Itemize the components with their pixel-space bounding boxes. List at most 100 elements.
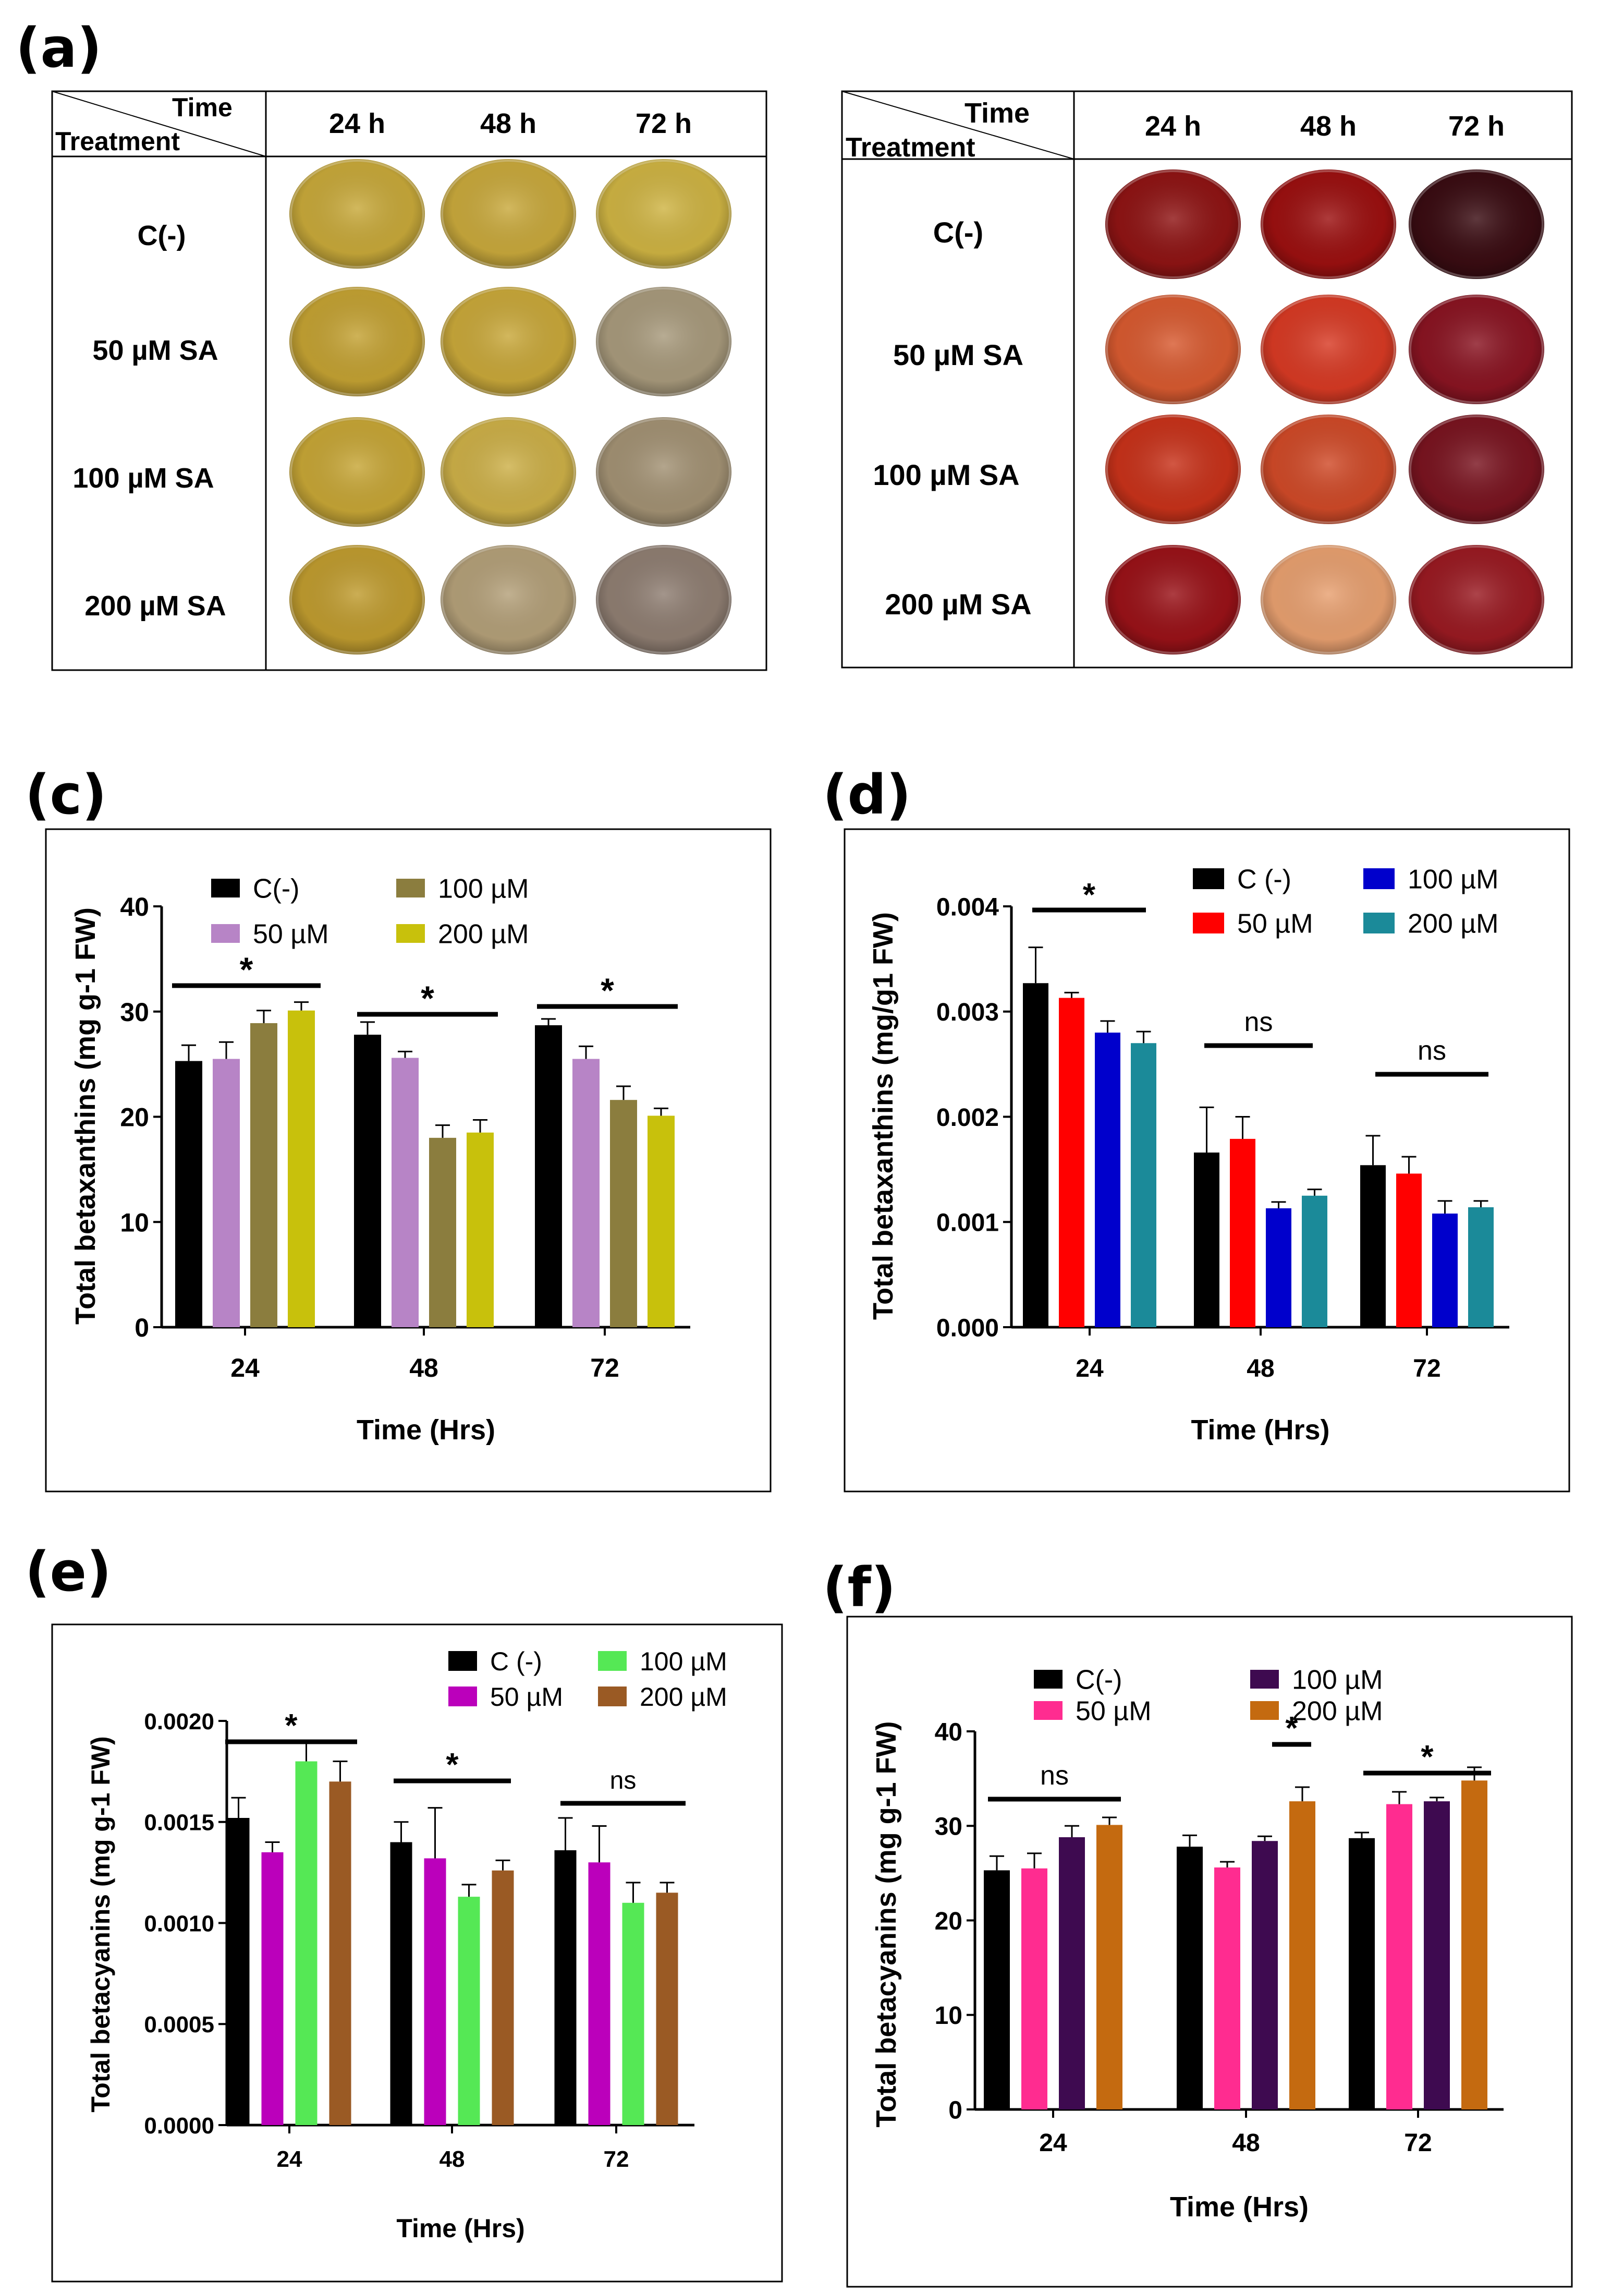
significance-label: * (240, 950, 253, 989)
chart-panel-e: 0.0000 0.0005 0.0010 0.0015 0.0020 24 * 48 * 72 ns… (51, 1623, 783, 2283)
y-tick-label: 20 (935, 1908, 962, 1935)
bar-100-m-72 (622, 1902, 644, 2125)
petri-dish-rim (1106, 170, 1240, 278)
petri-dish-rim (441, 418, 576, 526)
chart-frame (51, 1623, 783, 2283)
petri-dish-rim (1409, 295, 1544, 404)
legend-swatch (448, 1687, 477, 1706)
petri-dish-shading (1261, 415, 1396, 524)
table-header-time: Time (172, 93, 233, 122)
bar-c-72 (1360, 1165, 1386, 1327)
significance-label: ns (610, 1767, 637, 1794)
y-tick-label: 20 (120, 1103, 149, 1132)
bar-100-m-72 (1424, 1801, 1450, 2109)
x-tick-label: 48 (439, 2146, 465, 2172)
x-tick-label: 48 (1247, 1355, 1274, 1382)
legend-swatch (598, 1687, 627, 1706)
petri-dish-shading (441, 287, 576, 396)
legend-label: 50 µM (1076, 1696, 1152, 1727)
y-tick-label: 0 (948, 2096, 962, 2124)
petri-dish-rim (1261, 545, 1396, 654)
legend-swatch (1034, 1670, 1063, 1689)
petri-dish-rim (1106, 545, 1240, 654)
x-tick-label: 48 (1232, 2129, 1260, 2157)
y-tick-label: 0.0010 (144, 1911, 214, 1936)
legend-swatch (1193, 868, 1224, 889)
bar-200-m-48 (1289, 1801, 1315, 2109)
y-tick-label: 0.002 (936, 1104, 999, 1132)
bar-c-24 (175, 1061, 202, 1327)
table-header-treatment: Treatment (55, 127, 180, 156)
bar-c-24 (1023, 983, 1048, 1327)
panel-label-f: (f) (823, 1556, 896, 1619)
petri-dish-shading (289, 159, 425, 269)
legend-swatch (211, 924, 240, 943)
significance-label: * (421, 979, 434, 1017)
bar-50-m-48 (424, 1858, 446, 2125)
petri-dish-rim (596, 545, 731, 654)
y-axis-label: Total betacyanins (mg g-1 FW) (871, 1721, 902, 2127)
x-tick-label: 72 (1413, 1355, 1440, 1382)
table-col-48h: 48 h (1300, 111, 1357, 142)
x-tick-label: 24 (277, 2146, 302, 2172)
petri-dish-rim (1409, 415, 1544, 524)
bar-c-24 (984, 1870, 1010, 2109)
y-tick-label: 0.0015 (144, 1810, 214, 1836)
legend-label: 200 µM (1408, 909, 1498, 939)
petri-dish-rim (596, 160, 731, 268)
x-tick-label: 24 (1076, 1355, 1104, 1382)
significance-label: * (1285, 1710, 1298, 1746)
petri-dish-rim (441, 287, 576, 396)
petri-dish-shading (1105, 545, 1241, 654)
panel-label-d: (d) (823, 763, 911, 827)
petri-dish-shading (441, 417, 576, 527)
dish-grid-left (289, 159, 731, 654)
petri-dish-shading (596, 417, 731, 527)
y-tick-label: 0.003 (936, 999, 999, 1026)
y-tick-label: 40 (935, 1718, 962, 1746)
bar-100-m-24 (295, 1761, 318, 2125)
bar-100-m-48 (458, 1897, 480, 2125)
petri-dish-rim (290, 287, 424, 396)
bar-c-48 (1194, 1152, 1219, 1327)
legend-swatch (211, 879, 240, 897)
petri-dish-shading (1261, 545, 1396, 654)
table-col-48h: 48 h (480, 108, 536, 139)
petri-dish-shading (1409, 169, 1544, 279)
petri-dish-rim (1409, 545, 1544, 654)
bar-100-m-72 (1432, 1214, 1458, 1327)
x-tick-label: 24 (230, 1353, 260, 1382)
bar-50-m-24 (261, 1852, 284, 2125)
legend-label: 200 µM (438, 919, 529, 950)
bar-200-m-24 (1096, 1825, 1122, 2109)
y-tick-label: 30 (120, 998, 149, 1027)
bar-c-48 (1177, 1847, 1203, 2109)
y-axis-label: Total betaxanthins (mg g-1 FW) (70, 907, 101, 1325)
bar-100-m-24 (1095, 1033, 1120, 1327)
bar-50-m-48 (1214, 1867, 1240, 2109)
panel-label-c: (c) (25, 763, 107, 827)
legend-label: 100 µM (640, 1647, 727, 1676)
petri-dish-rim (290, 418, 424, 526)
legend-label: 50 µM (490, 1682, 563, 1712)
chart-panel-d: 0.000 0.001 0.002 0.003 0.004 24 * 48 ns 72 ns C (-… (844, 828, 1570, 1493)
petri-dish-rim (596, 287, 731, 396)
y-tick-label: 30 (935, 1813, 962, 1841)
x-axis-label: Time (Hrs) (1170, 2191, 1309, 2223)
y-tick-label: 0.0020 (144, 1709, 214, 1734)
petri-dish-shading (1261, 295, 1396, 404)
bar-200-m-24 (288, 1010, 315, 1327)
significance-label: ns (1418, 1036, 1446, 1066)
bar-200-m-48 (1302, 1195, 1327, 1327)
treatment-table-right: Time Treatment 24 h 48 h 72 h C(-) 50 µM… (841, 90, 1573, 669)
petri-dish-rim (1261, 295, 1396, 404)
bar-200-m-24 (1131, 1043, 1156, 1327)
legend-swatch (396, 879, 425, 897)
x-tick-label: 48 (409, 1353, 438, 1382)
bar-100-m-24 (250, 1023, 277, 1327)
legend-swatch (1034, 1701, 1063, 1720)
table-frame (841, 90, 1573, 669)
table-col-72h: 72 h (1448, 111, 1505, 142)
significance-label: * (1421, 1739, 1434, 1775)
